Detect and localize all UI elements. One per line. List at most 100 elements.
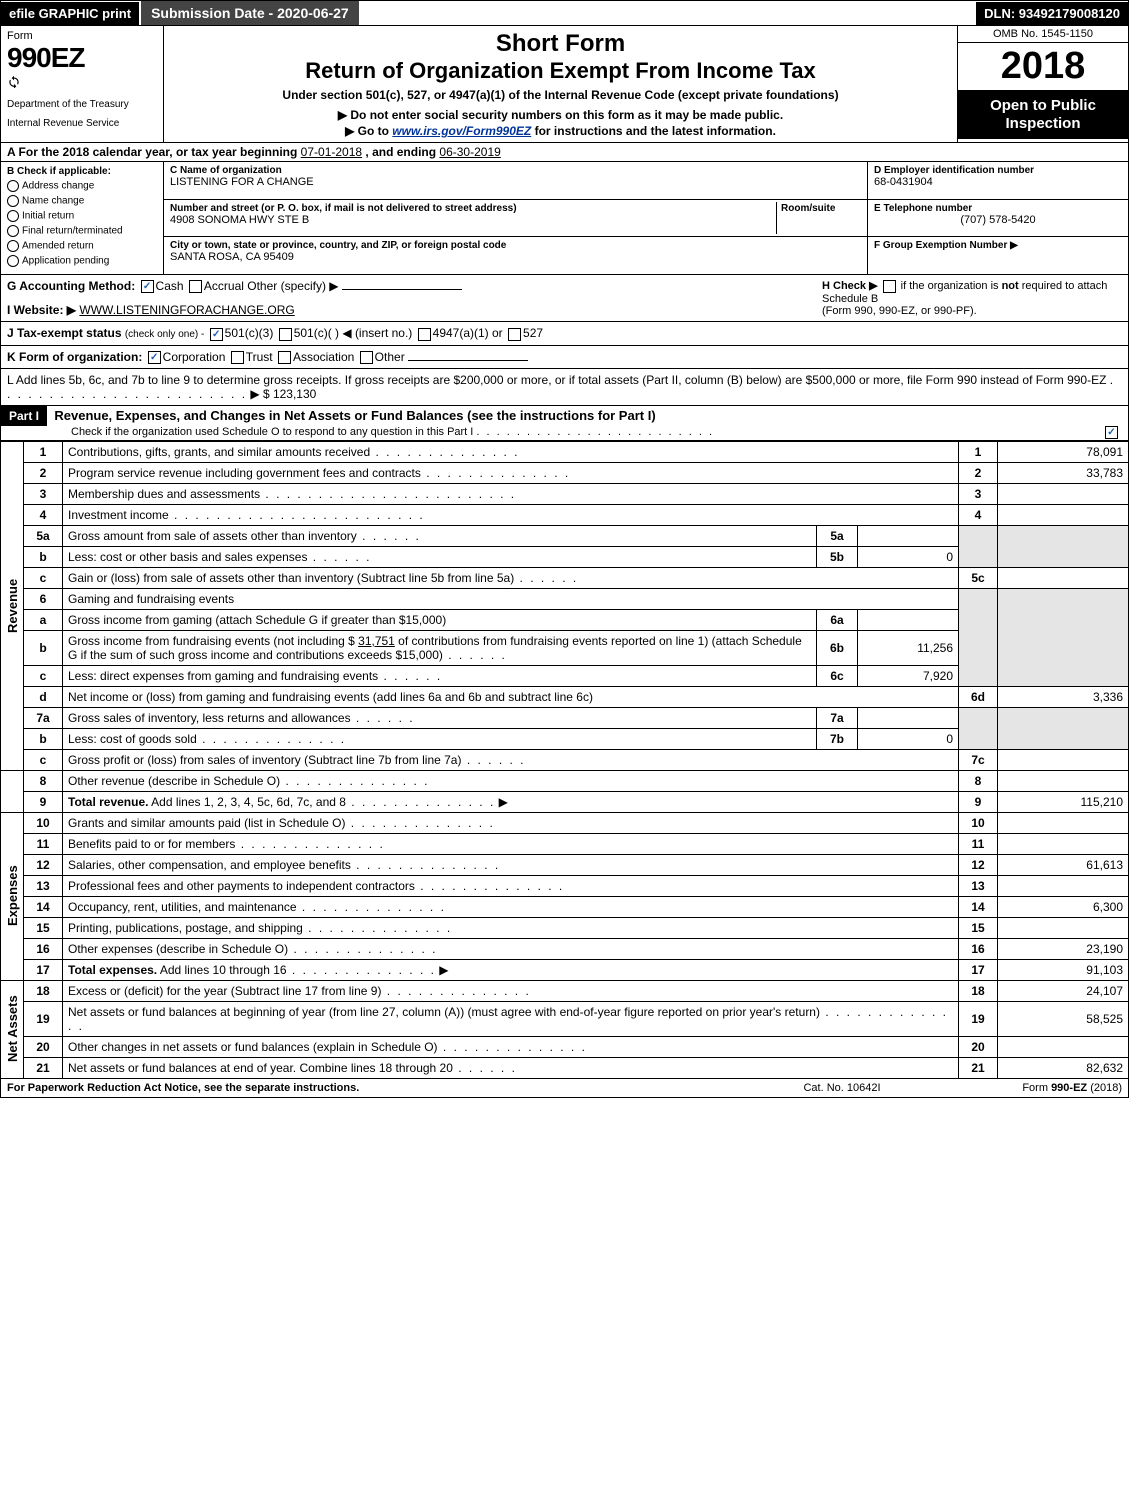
part-i-sub: Check if the organization used Schedule … (71, 426, 473, 438)
h-label-1: H Check ▶ (822, 280, 878, 292)
h-check[interactable] (883, 280, 896, 293)
omb-number: OMB No. 1545-1150 (958, 26, 1128, 43)
dept-treasury: Department of the Treasury (7, 99, 157, 110)
line-5b-val: 0 (858, 546, 959, 567)
e-phone-label: E Telephone number (874, 203, 972, 214)
schedule-o-check[interactable] (1105, 426, 1118, 439)
irs-link[interactable]: www.irs.gov/Form990EZ (392, 124, 531, 138)
period-mid: , and ending (365, 145, 439, 159)
association-check[interactable] (278, 351, 291, 364)
form-id-box: Form 990EZ Department of the Treasury In… (1, 26, 164, 142)
line-7b-desc: Less: cost of goods sold (68, 732, 197, 746)
line-6d-val: 3,336 (998, 686, 1129, 707)
line-14-desc: Occupancy, rent, utilities, and maintena… (68, 900, 297, 914)
line-19-desc: Net assets or fund balances at beginning… (68, 1005, 820, 1019)
line-6a-val (858, 609, 959, 630)
line-13-val (998, 875, 1129, 896)
form-label: Form (7, 30, 157, 42)
org-name: LISTENING FOR A CHANGE (170, 176, 314, 188)
form-title-box: Short Form Return of Organization Exempt… (164, 26, 957, 142)
netassets-section-label: Net Assets (1, 980, 24, 1078)
form-number: 990EZ (7, 42, 157, 74)
line-10-desc: Grants and similar amounts paid (list in… (68, 816, 345, 830)
line-14-val: 6,300 (998, 896, 1129, 917)
address-change-check[interactable] (7, 180, 19, 192)
line-7a-val (858, 707, 959, 728)
line-13-desc: Professional fees and other payments to … (68, 879, 415, 893)
501c3-check[interactable] (210, 328, 223, 341)
line-6c-desc: Less: direct expenses from gaming and fu… (68, 669, 378, 683)
line-6b-val: 11,256 (858, 630, 959, 665)
line-6a-desc: Gross income from gaming (attach Schedul… (68, 613, 446, 627)
line-6-desc: Gaming and fundraising events (63, 588, 959, 609)
top-bar: efile GRAPHIC print Submission Date - 20… (0, 0, 1129, 26)
expenses-section-label: Expenses (1, 812, 24, 980)
cash-check[interactable] (141, 280, 154, 293)
line-5a-val (858, 525, 959, 546)
room-suite-label: Room/suite (781, 203, 835, 214)
501c-check[interactable] (279, 328, 292, 341)
application-pending-check[interactable] (7, 255, 19, 267)
part-i-title: Revenue, Expenses, and Changes in Net As… (50, 406, 655, 425)
form-header: Form 990EZ Department of the Treasury In… (0, 26, 1129, 143)
line-16-desc: Other expenses (describe in Schedule O) (68, 942, 288, 956)
final-return-check[interactable] (7, 225, 19, 237)
line-6b-amt: 31,751 (358, 634, 395, 648)
line-2-desc: Program service revenue including govern… (68, 466, 421, 480)
line-10-val (998, 812, 1129, 833)
efile-graphic-print[interactable]: efile GRAPHIC print (1, 2, 139, 25)
other-org-specify[interactable] (408, 360, 528, 361)
line-7a-desc: Gross sales of inventory, less returns a… (68, 711, 351, 725)
period-begin: 07-01-2018 (301, 145, 362, 159)
line-12-val: 61,613 (998, 854, 1129, 875)
ein-value: 68-0431904 (874, 176, 933, 188)
org-street: 4908 SONOMA HWY STE B (170, 214, 309, 226)
amended-return-check[interactable] (7, 240, 19, 252)
tax-year: 2018 (958, 43, 1128, 91)
line-18-val: 24,107 (998, 980, 1129, 1001)
tax-period: A For the 2018 calendar year, or tax yea… (0, 143, 1129, 162)
line-9-val: 115,210 (998, 791, 1129, 812)
527-check[interactable] (508, 328, 521, 341)
line-7c-val (998, 749, 1129, 770)
website-value: WWW.LISTENINGFORACHANGE.ORG (79, 303, 294, 317)
initial-return-check[interactable] (7, 210, 19, 222)
ein-phone-box: D Employer identification number 68-0431… (867, 162, 1128, 274)
line-12-desc: Salaries, other compensation, and employ… (68, 858, 351, 872)
org-city: SANTA ROSA, CA 95409 (170, 251, 294, 263)
line-5c-desc: Gain or (loss) from sale of assets other… (68, 571, 514, 585)
line-6d-desc: Net income or (loss) from gaming and fun… (68, 690, 593, 704)
recycle-icon (7, 74, 21, 88)
org-name-address: C Name of organization LISTENING FOR A C… (164, 162, 867, 274)
k-label: K Form of organization: (7, 350, 142, 364)
footer-left: For Paperwork Reduction Act Notice, see … (7, 1082, 742, 1094)
line-no: 1 (24, 441, 63, 462)
l-amount: $ 123,130 (263, 387, 316, 401)
part-i-header: Part I Revenue, Expenses, and Changes in… (0, 406, 1129, 441)
sub-no: 5a (817, 525, 858, 546)
period-prefix: A For the 2018 calendar year, or tax yea… (7, 145, 301, 159)
other-org-check[interactable] (360, 351, 373, 364)
irs-label: Internal Revenue Service (7, 118, 157, 129)
applicable-checks: B Check if applicable: Address change Na… (1, 162, 164, 274)
other-specify[interactable] (342, 289, 462, 290)
accrual-check[interactable] (189, 280, 202, 293)
period-end: 06-30-2019 (439, 145, 500, 159)
corporation-check[interactable] (148, 351, 161, 364)
no-ssn-notice: ▶ Do not enter social security numbers o… (172, 108, 949, 122)
dln: DLN: 93492179008120 (976, 2, 1128, 25)
page-footer: For Paperwork Reduction Act Notice, see … (0, 1079, 1129, 1098)
j-label: J Tax-exempt status (7, 326, 122, 340)
return-title: Return of Organization Exempt From Incom… (172, 58, 949, 84)
4947-check[interactable] (418, 328, 431, 341)
line-17-val: 91,103 (998, 959, 1129, 980)
trust-check[interactable] (231, 351, 244, 364)
revenue-expenses-table: Revenue 1 Contributions, gifts, grants, … (0, 441, 1129, 1079)
line-3-val (998, 483, 1129, 504)
line-9-desc: Total revenue. (68, 795, 148, 809)
h-label-4: (Form 990, 990-EZ, or 990-PF). (822, 305, 977, 317)
name-change-check[interactable] (7, 195, 19, 207)
phone-value: (707) 578-5420 (874, 214, 1122, 226)
i-label: I Website: ▶ (7, 303, 76, 317)
c-label: C Name of organization (170, 165, 282, 176)
